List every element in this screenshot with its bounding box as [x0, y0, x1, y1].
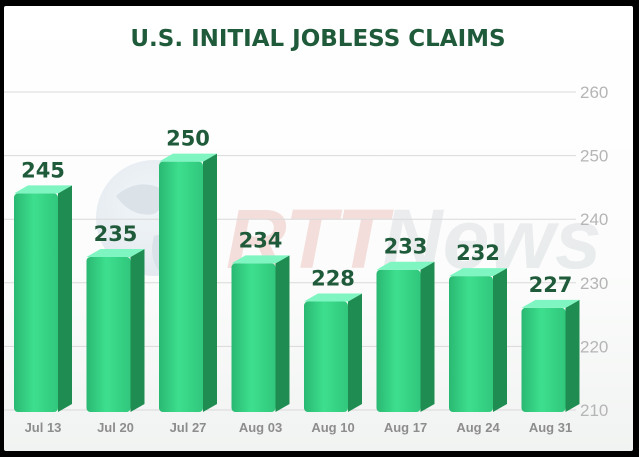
x-tick-label: Aug 03	[239, 420, 282, 435]
bar-side	[348, 293, 362, 412]
x-tick-label: Aug 10	[311, 420, 354, 435]
bar-front	[86, 257, 131, 412]
bar-front	[304, 301, 348, 412]
bar-top	[449, 268, 507, 277]
bar	[449, 268, 507, 412]
data-label: 250	[166, 127, 210, 151]
y-tick-label: 230	[580, 274, 608, 293]
bar	[159, 153, 217, 412]
x-tick-label: Jul 13	[25, 420, 62, 435]
bar-side	[203, 153, 217, 412]
bar	[521, 299, 580, 412]
bar-side	[493, 268, 507, 412]
data-label: 233	[384, 235, 428, 259]
bar	[304, 293, 362, 412]
y-tick-label: 260	[580, 83, 608, 102]
bar-side	[565, 299, 580, 412]
bar-front	[449, 276, 493, 412]
bar	[376, 261, 435, 412]
x-tick-label: Aug 24	[456, 420, 500, 435]
data-label: 232	[456, 241, 500, 265]
data-label: 234	[239, 228, 283, 252]
jobless-claims-chart: RTT News U.S. INITIAL JOBLESS CLAIMS 210…	[4, 26, 608, 435]
bar-top	[14, 185, 72, 194]
bar-front	[376, 269, 421, 412]
bar	[231, 255, 290, 412]
bar-side	[130, 249, 145, 412]
y-tick-label: 240	[580, 210, 608, 229]
bar-top	[231, 255, 290, 264]
x-tick-label: Jul 20	[97, 420, 134, 435]
chart-frame: RTT News U.S. INITIAL JOBLESS CLAIMS 210…	[4, 6, 633, 451]
bar-top	[86, 249, 145, 257]
bars: 245 235 250 234 228 233 232 227	[14, 127, 580, 412]
bar-front	[159, 161, 203, 412]
bar-front	[231, 263, 276, 412]
y-tick-label: 250	[580, 147, 608, 166]
data-label: 235	[94, 222, 138, 246]
bar-front	[521, 307, 566, 412]
y-tick-label: 220	[580, 337, 608, 356]
x-tick-label: Aug 31	[529, 420, 572, 435]
x-tick-label: Aug 17	[384, 420, 427, 435]
x-tick-label: Jul 27	[170, 420, 207, 435]
data-label: 228	[311, 267, 355, 291]
chart-title: U.S. INITIAL JOBLESS CLAIMS	[130, 26, 505, 52]
y-tick-label: 210	[580, 401, 608, 420]
bar-top	[304, 293, 362, 302]
bar-side	[58, 185, 72, 412]
bar-top	[521, 299, 580, 308]
bar	[86, 249, 145, 412]
data-label: 245	[21, 158, 65, 182]
bar-top	[376, 261, 435, 270]
bar-side	[420, 261, 435, 412]
bar-front	[14, 193, 58, 412]
bar-top	[159, 153, 217, 162]
bar	[14, 185, 72, 412]
bar-side	[275, 255, 290, 412]
x-axis: Jul 13 Jul 20 Jul 27 Aug 03 Aug 10 Aug 17 Aug …	[25, 420, 573, 435]
data-label: 227	[529, 273, 573, 297]
y-axis: 210 220 230 240 250 260	[580, 83, 608, 420]
